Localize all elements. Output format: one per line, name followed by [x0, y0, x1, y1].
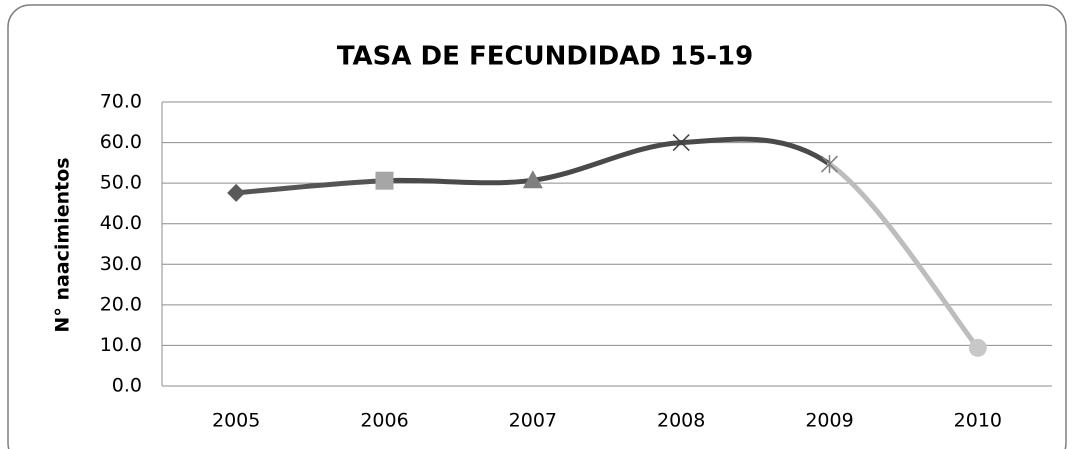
y-axis-label: N° naacimientos — [52, 157, 74, 332]
y-tick-label: 40.0 — [100, 212, 142, 234]
chart-frame — [7, 4, 1067, 449]
x-tick-label: 2007 — [509, 410, 557, 432]
x-tick-label: 2008 — [657, 410, 705, 432]
y-tick-label: 20.0 — [100, 293, 142, 315]
x-tick-label: 2010 — [954, 410, 1002, 432]
y-tick-label: 10.0 — [100, 334, 142, 356]
y-tick-label: 0.0 — [112, 375, 142, 397]
x-tick-label: 2005 — [212, 410, 260, 432]
marker — [672, 134, 690, 152]
y-tick-label: 50.0 — [100, 172, 142, 194]
y-tick-label: 60.0 — [100, 131, 142, 153]
x-tick-label: 2006 — [360, 410, 408, 432]
marker — [227, 183, 246, 202]
marker — [968, 338, 987, 357]
marker — [375, 171, 394, 190]
line-segment — [233, 178, 387, 196]
line-segment — [382, 177, 536, 186]
line-segment — [530, 140, 684, 183]
y-tick-label: 30.0 — [100, 253, 142, 275]
line-segment — [678, 136, 832, 167]
marker — [820, 155, 839, 174]
chart-title: TASA DE FECUNDIDAD 15-19 — [337, 42, 753, 72]
marker — [522, 170, 543, 189]
x-tick-label: 2009 — [805, 410, 853, 432]
y-tick-label: 70.0 — [100, 91, 142, 113]
line-segment — [827, 161, 981, 351]
